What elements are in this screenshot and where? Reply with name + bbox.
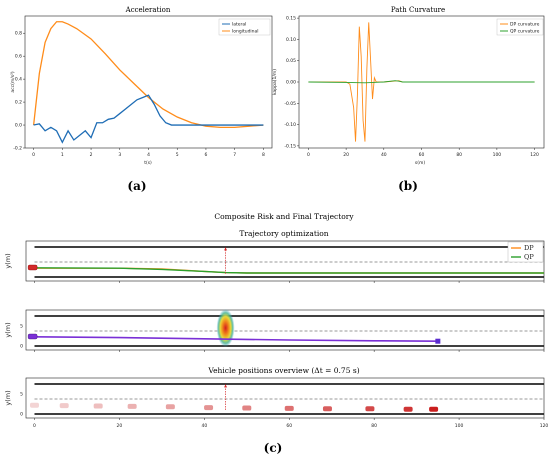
panel-b-ytick-label: -0.15 — [284, 143, 296, 149]
caption-b: (b) — [398, 179, 418, 193]
vehicle-position-marker — [429, 406, 439, 412]
obstacle-arrowhead-icon — [224, 247, 228, 251]
panel-b-xtick-label: 80 — [456, 152, 462, 158]
obstacle-arrowhead-icon — [224, 384, 228, 388]
lane-plot-1-ylabel: y(m) — [4, 253, 12, 268]
lane-plot-3-xtick-label: 40 — [201, 423, 207, 429]
lane-plot-2-ytick-label: 0 — [20, 344, 23, 350]
legend-longitudinal: longitudinal — [232, 29, 259, 35]
panel-b-ytick-label: 0.05 — [286, 58, 296, 64]
panel-a-ytick-label: 0.6 — [15, 54, 22, 60]
panel-a-xtick-label: 7 — [233, 152, 236, 158]
legend-dp: DP — [524, 244, 534, 252]
lane-plot-3-xtick-label: 80 — [371, 423, 377, 429]
vehicle-position-marker — [365, 406, 375, 412]
panel-c: Composite Risk and Final Trajectory Traj… — [4, 212, 548, 455]
vehicle-position-marker — [284, 405, 294, 411]
lane-plot-1-frame — [25, 240, 545, 282]
panel-c-subtitle-3: Vehicle positions overview (Δt = 0.75 s) — [207, 366, 359, 375]
panel-b-title: Path Curvature — [391, 6, 445, 14]
panel-a-xtick-label: 0 — [32, 152, 35, 158]
panel-b-xtick-label: 100 — [493, 152, 502, 158]
panel-b-xtick-label: 0 — [307, 152, 310, 158]
panel-a-legend: lateral longitudinal — [218, 18, 271, 36]
legend-qp-curvature: QP curvature — [510, 29, 540, 35]
trajectory-end-marker — [435, 338, 441, 344]
panel-a-ytick-label: -0.2 — [13, 146, 22, 152]
panel-b-ytick-label: -0.10 — [284, 122, 296, 128]
risk-field-heat — [216, 309, 235, 347]
panel-a-ylabel: acc(m/s²) — [10, 71, 16, 93]
panel-a-ytick-label: 0.2 — [15, 100, 22, 106]
vehicle-position-marker — [93, 403, 103, 409]
panel-b-series-QP-curvature — [308, 80, 535, 84]
lane-plot-3-ylabel: y(m) — [4, 390, 12, 405]
final-trajectory-line — [34, 336, 438, 342]
ego-vehicle-icon — [27, 264, 38, 271]
trajectory-qp-line — [34, 267, 544, 274]
panel-a-xlabel: t(s) — [144, 160, 152, 166]
lane-plot-3-xtick-label: 120 — [540, 423, 549, 429]
trajectory-dp-line — [34, 267, 544, 274]
lane-plot-2-ylabel: y(m) — [4, 322, 12, 337]
legend-dp-curvature: DP curvature — [510, 22, 540, 28]
panel-b-ytick-label: -0.05 — [284, 101, 296, 107]
panel-a-xtick-label: 1 — [61, 152, 64, 158]
vehicle-position-marker — [403, 406, 413, 412]
legend-lateral: lateral — [232, 22, 246, 28]
panel-a-xtick-label: 4 — [147, 152, 150, 158]
panel-b-xtick-label: 120 — [530, 152, 539, 158]
panel-a-series-lateral — [33, 94, 264, 144]
panel-b-xlabel: s(m) — [415, 160, 425, 166]
lane-plot-3-xtick-label: 0 — [33, 423, 36, 429]
vehicle-position-marker — [204, 405, 214, 411]
lane-plot-3-xtick-label: 20 — [117, 423, 123, 429]
caption-a: (a) — [127, 179, 146, 193]
lane-plot-2-ytick-label: 5 — [20, 324, 23, 330]
panel-a: Acceleration 0 1 2 3 4 5 6 7 8 -0.2 0.0 0.2 0.4 0.6 0.… — [10, 6, 273, 193]
panel-a-xtick-label: 8 — [262, 152, 265, 158]
lane-plot-3-frame — [25, 377, 545, 419]
vehicle-position-marker — [165, 404, 175, 410]
panel-a-xtick-label: 5 — [176, 152, 179, 158]
lane-plot-3-xtick-label: 60 — [286, 423, 292, 429]
panel-b-ytick-label: 0.10 — [286, 37, 296, 43]
panel-a-ytick-label: 0.4 — [15, 77, 22, 83]
caption-c: (c) — [264, 441, 283, 455]
panel-a-ytick-label: 0.8 — [15, 31, 22, 37]
panel-a-xtick-label: 3 — [118, 152, 121, 158]
panel-a-title: Acceleration — [125, 6, 171, 14]
panel-a-xtick-label: 2 — [90, 152, 93, 158]
lane-plot-3-ytick-label: 0 — [20, 412, 23, 418]
panel-c-title: Composite Risk and Final Trajectory — [214, 212, 354, 221]
panel-b-xtick-label: 40 — [381, 152, 387, 158]
vehicle-position-marker — [59, 403, 69, 409]
panel-c-subtitle-1: Trajectory optimization — [239, 229, 328, 238]
panel-b-ylabel: kappa(1/m) — [272, 69, 278, 95]
lane-plot-3-ytick-label: 5 — [20, 392, 23, 398]
panel-b-legend: DP curvature QP curvature — [496, 18, 544, 36]
panel-a-xtick-label: 6 — [205, 152, 208, 158]
lane-plot-2-frame — [25, 309, 545, 351]
panel-a-ytick-label: 0.0 — [15, 123, 22, 129]
panel-b-xtick-label: 20 — [343, 152, 349, 158]
panel-a-series-longitudinal — [32, 21, 264, 128]
legend-qp: QP — [524, 253, 534, 261]
panel-b: Path Curvature 0 20 40 60 80 100 120 -0.15 -0.10… — [272, 6, 545, 193]
lane-plot-3-xtick-label: 100 — [455, 423, 464, 429]
vehicle-position-marker — [29, 402, 39, 408]
ego-vehicle-icon — [27, 333, 38, 340]
vehicle-position-marker — [242, 405, 252, 411]
panel-b-xtick-label: 60 — [419, 152, 425, 158]
panel-b-ytick-label: 0.15 — [286, 16, 296, 22]
panel-b-ytick-label: 0.00 — [286, 80, 296, 86]
vehicle-position-marker — [322, 406, 332, 412]
panel-a-frame — [24, 15, 273, 149]
vehicle-position-marker — [127, 403, 137, 409]
